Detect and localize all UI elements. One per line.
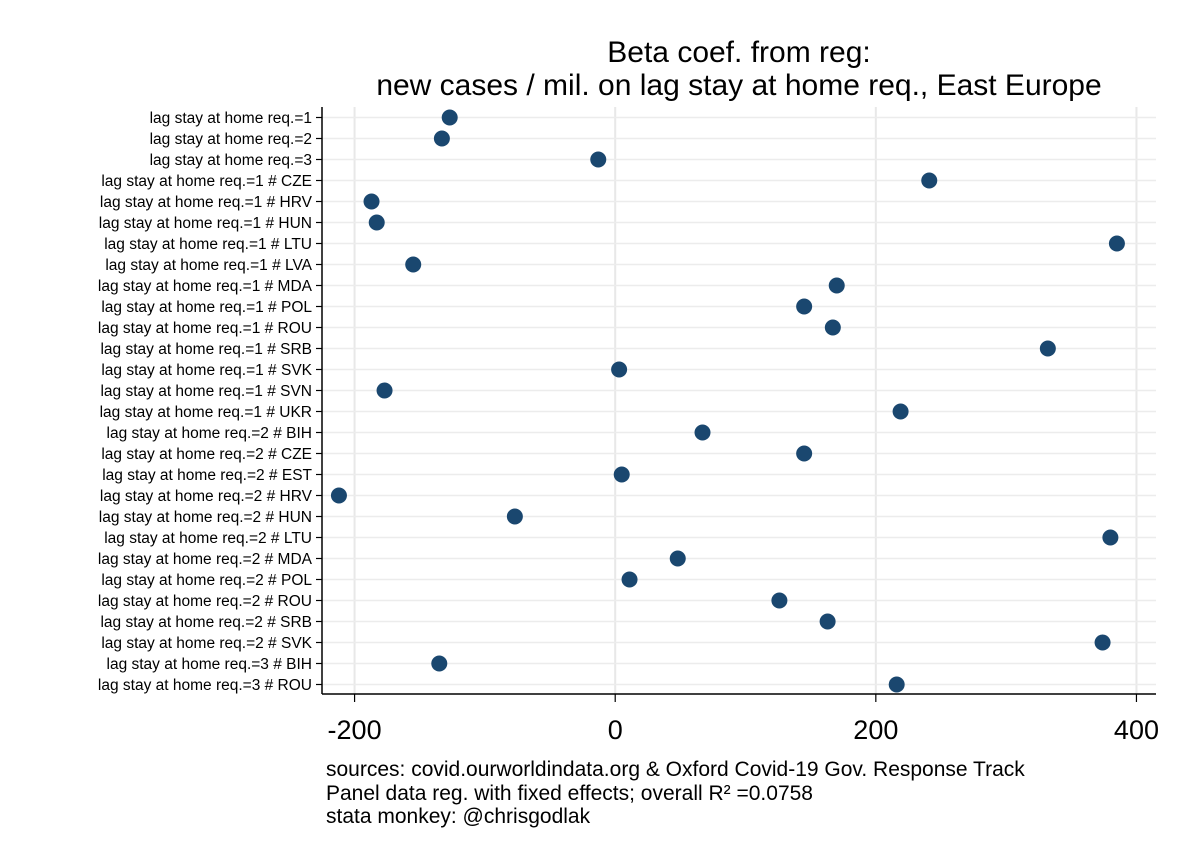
y-tick-label-5: lag stay at home req.=1 # HUN — [99, 215, 312, 232]
y-tick-label-2: lag stay at home req.=3 — [150, 152, 312, 169]
y-tick-label-8: lag stay at home req.=1 # MDA — [98, 278, 313, 295]
data-point-24 — [819, 613, 836, 630]
data-point-2 — [590, 151, 607, 168]
data-point-10 — [824, 319, 841, 336]
y-tick-label-24: lag stay at home req.=2 # SRB — [100, 614, 312, 631]
data-point-17 — [613, 466, 630, 483]
model-note: Panel data reg. with fixed effects; over… — [326, 782, 813, 805]
y-tick-label-12: lag stay at home req.=1 # SVK — [101, 362, 312, 379]
data-point-16 — [796, 445, 813, 462]
data-point-5 — [368, 214, 385, 231]
y-tick-label-26: lag stay at home req.=3 # BIH — [107, 656, 313, 673]
data-point-3 — [921, 172, 938, 189]
y-tick-label-3: lag stay at home req.=1 # CZE — [101, 173, 312, 190]
data-point-19 — [506, 508, 523, 525]
x-tick-label-3: 400 — [1114, 715, 1159, 745]
data-point-18 — [330, 487, 347, 504]
data-point-6 — [1108, 235, 1125, 252]
data-point-14 — [892, 403, 909, 420]
y-tick-label-4: lag stay at home req.=1 # HRV — [100, 194, 313, 211]
data-point-15 — [694, 424, 711, 441]
data-point-27 — [888, 676, 905, 693]
y-tick-label-16: lag stay at home req.=2 # CZE — [101, 446, 312, 463]
x-tick-label-2: 200 — [853, 715, 898, 745]
source-note: sources: covid.ourworldindata.org & Oxfo… — [326, 758, 1025, 781]
data-point-8 — [828, 277, 845, 294]
y-tick-label-14: lag stay at home req.=1 # UKR — [100, 404, 312, 421]
y-tick-label-9: lag stay at home req.=1 # POL — [101, 299, 312, 316]
x-tick-labels: -200 0 200 400 — [328, 715, 1159, 745]
data-point-20 — [1102, 529, 1119, 546]
data-point-25 — [1094, 634, 1111, 651]
chart-title-line-1: Beta coef. from reg: — [607, 36, 870, 69]
y-tick-label-23: lag stay at home req.=2 # ROU — [98, 593, 312, 610]
y-tick-label-7: lag stay at home req.=1 # LVA — [105, 257, 312, 274]
data-point-22 — [621, 571, 638, 588]
data-points — [330, 109, 1125, 693]
y-tick-label-17: lag stay at home req.=2 # EST — [102, 467, 312, 484]
data-point-12 — [611, 361, 628, 378]
y-tick-label-20: lag stay at home req.=2 # LTU — [104, 530, 312, 547]
x-tick-label-1: 0 — [608, 715, 623, 745]
data-point-0 — [441, 109, 458, 126]
y-tick-label-11: lag stay at home req.=1 # SRB — [100, 341, 312, 358]
y-tick-label-27: lag stay at home req.=3 # ROU — [98, 677, 312, 694]
grid-layer — [322, 107, 1156, 694]
y-tick-label-19: lag stay at home req.=2 # HUN — [99, 509, 312, 526]
y-tick-label-21: lag stay at home req.=2 # MDA — [98, 551, 313, 568]
data-point-9 — [796, 298, 813, 315]
y-tick-label-1: lag stay at home req.=2 — [150, 131, 312, 148]
y-tick-label-25: lag stay at home req.=2 # SVK — [101, 635, 312, 652]
y-tick-labels: lag stay at home req.=1 lag stay at home … — [98, 110, 313, 694]
y-tick-label-18: lag stay at home req.=2 # HRV — [100, 488, 313, 505]
data-point-23 — [771, 592, 788, 609]
data-point-7 — [405, 256, 422, 273]
data-point-1 — [433, 130, 450, 147]
y-tick-label-15: lag stay at home req.=2 # BIH — [107, 425, 313, 442]
author-note: stata monkey: @chrisgodlak — [326, 805, 591, 828]
y-tick-label-0: lag stay at home req.=1 — [150, 110, 312, 127]
data-point-11 — [1039, 340, 1056, 357]
data-point-4 — [363, 193, 380, 210]
y-tick-label-6: lag stay at home req.=1 # LTU — [104, 236, 312, 253]
data-point-26 — [431, 655, 448, 672]
data-point-13 — [376, 382, 393, 399]
y-tick-label-22: lag stay at home req.=2 # POL — [101, 572, 312, 589]
y-tick-label-10: lag stay at home req.=1 # ROU — [98, 320, 312, 337]
axis-layer — [316, 107, 1156, 702]
y-tick-label-13: lag stay at home req.=1 # SVN — [100, 383, 312, 400]
x-tick-label-0: -200 — [328, 715, 382, 745]
chart-title-line-2: new cases / mil. on lag stay at home req… — [376, 69, 1101, 102]
data-point-21 — [669, 550, 686, 567]
